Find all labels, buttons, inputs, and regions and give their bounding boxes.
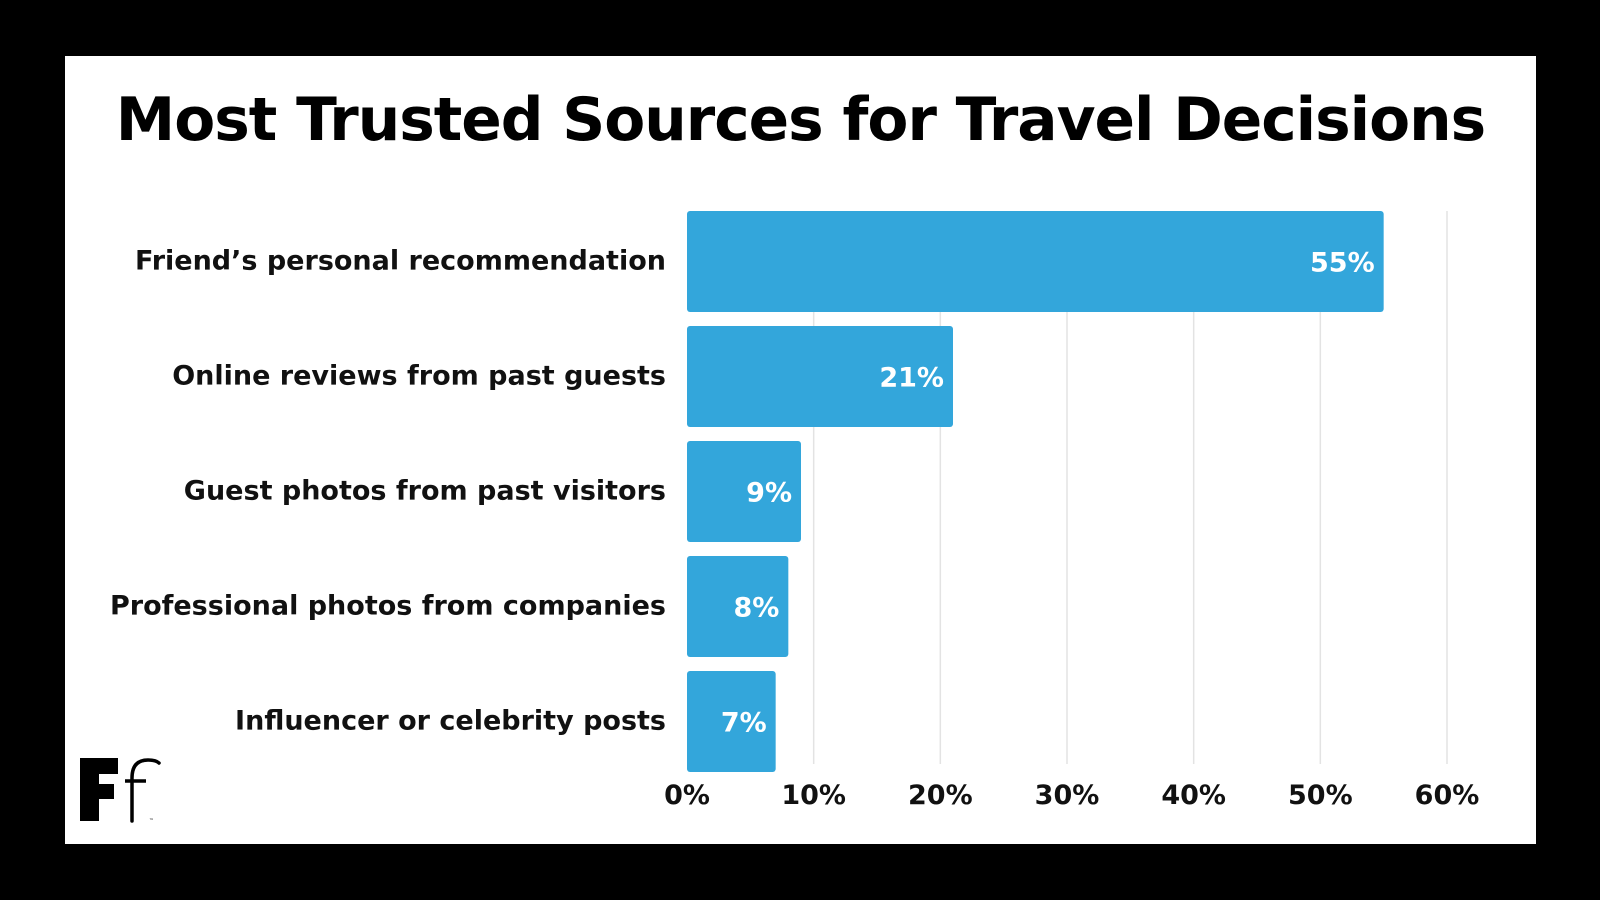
data-label-2: 9% bbox=[746, 478, 792, 509]
x-tick-label-30: 30% bbox=[1035, 780, 1100, 811]
x-axis-tick-labels: 0% 10% 20% 30% 40% 50% 60% bbox=[664, 780, 1479, 811]
data-labels: 55% 21% 9% 8% 7% bbox=[721, 248, 1375, 739]
category-label-1: Online reviews from past guests bbox=[172, 361, 666, 392]
bar-4 bbox=[687, 671, 776, 772]
logo-mark: ™ bbox=[80, 758, 161, 824]
chart-title: Most Trusted Sources for Travel Decision… bbox=[115, 86, 1486, 155]
bar-0 bbox=[687, 211, 1384, 312]
category-label-2: Guest photos from past visitors bbox=[184, 476, 666, 507]
x-tick-label-20: 20% bbox=[908, 780, 973, 811]
category-label-3: Professional photos from companies bbox=[110, 591, 666, 622]
category-label-4: Influencer or celebrity posts bbox=[235, 706, 666, 737]
bar-2 bbox=[687, 441, 801, 542]
x-tick-label-0: 0% bbox=[664, 780, 710, 811]
chart-card: Most Trusted Sources for Travel Decision… bbox=[65, 56, 1536, 844]
data-label-3: 8% bbox=[733, 593, 779, 624]
data-label-0: 55% bbox=[1310, 248, 1375, 279]
data-label-1: 21% bbox=[879, 363, 944, 394]
x-tick-label-50: 50% bbox=[1288, 780, 1353, 811]
bar-1 bbox=[687, 326, 953, 427]
category-label-0: Friend’s personal recommendation bbox=[135, 246, 666, 277]
logo-trademark: ™ bbox=[149, 818, 154, 824]
bars bbox=[687, 211, 1384, 772]
x-tick-label-60: 60% bbox=[1415, 780, 1480, 811]
bar-3 bbox=[687, 556, 789, 657]
x-tick-label-10: 10% bbox=[781, 780, 846, 811]
category-labels: Friend’s personal recommendation Online r… bbox=[110, 246, 666, 737]
bar-chart: Friend’s personal recommendation Online r… bbox=[110, 211, 1479, 811]
x-tick-label-40: 40% bbox=[1161, 780, 1226, 811]
data-label-4: 7% bbox=[721, 708, 767, 739]
brand-logo: ™ bbox=[80, 756, 170, 830]
